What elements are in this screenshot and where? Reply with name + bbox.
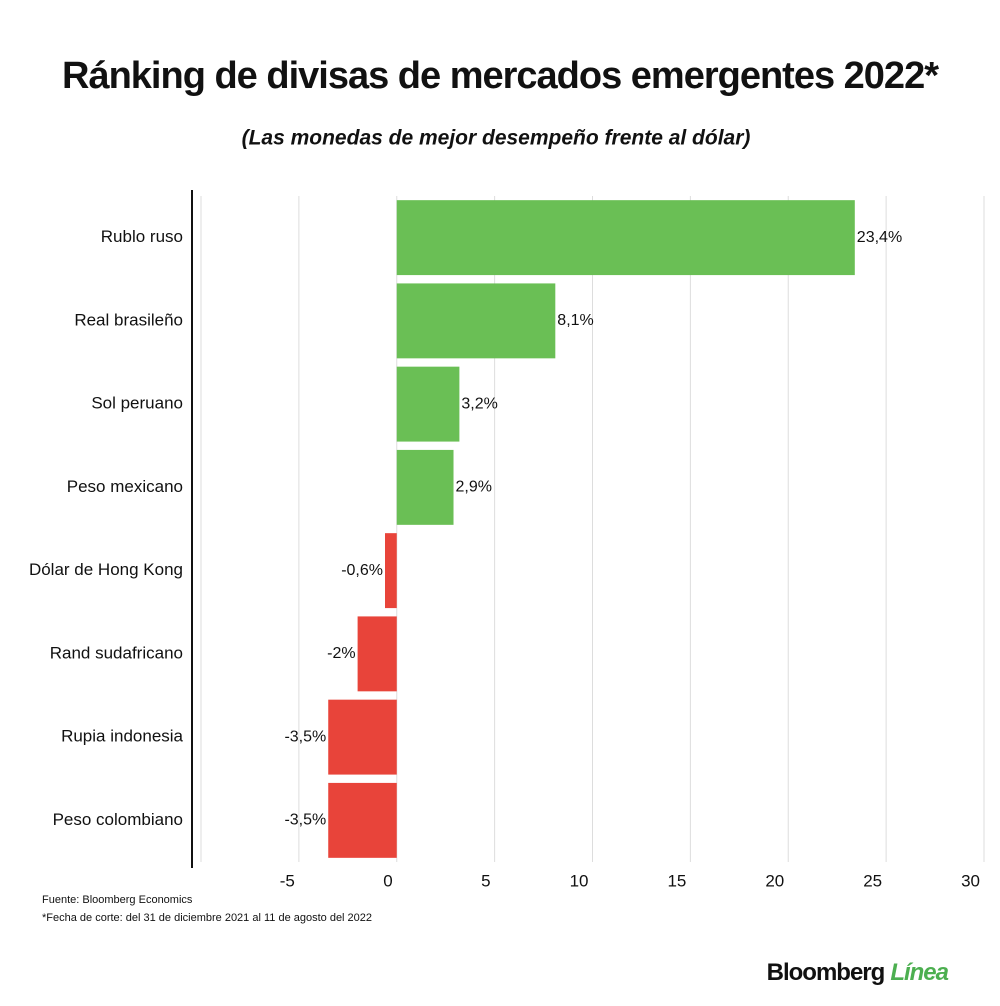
y-tick-label: Rand sudafricano	[50, 643, 183, 662]
bar	[396, 449, 454, 525]
bar	[396, 283, 556, 359]
data-label: -3,5%	[284, 812, 326, 829]
source: Fuente: Bloomberg Economics	[42, 894, 193, 906]
data-label: 23,4%	[857, 229, 902, 246]
note: *Fecha de corte: del 31 de diciembre 202…	[42, 912, 372, 924]
bar	[396, 200, 855, 276]
brand: Bloomberg	[767, 959, 885, 986]
bar	[328, 782, 397, 858]
x-tick-label: 5	[481, 871, 490, 890]
data-label: -3,5%	[284, 728, 326, 745]
x-tick-label: 20	[765, 871, 784, 890]
y-tick-label: Dólar de Hong Kong	[29, 560, 183, 579]
y-tick-label: Rupia indonesia	[61, 727, 183, 746]
y-tick-label: Real brasileño	[74, 310, 183, 329]
bar	[357, 616, 397, 692]
chart-subtitle: (Las monedas de mejor desempeño frente a…	[242, 127, 751, 150]
bar	[328, 699, 397, 775]
data-label: 2,9%	[456, 479, 492, 496]
y-tick-label: Peso colombiano	[53, 810, 183, 829]
data-label: 3,2%	[461, 395, 497, 412]
y-tick-label: Peso mexicano	[67, 477, 183, 496]
data-label: 8,1%	[557, 312, 593, 329]
brand-accent: Línea	[890, 959, 948, 986]
bar	[385, 533, 397, 609]
y-tick-label: Sol peruano	[91, 394, 183, 413]
x-tick-label: 30	[961, 871, 980, 890]
data-label: -0,6%	[341, 562, 383, 579]
x-tick-label: -5	[280, 871, 295, 890]
x-tick-label: 0	[383, 871, 392, 890]
brand-logo: Bloomberg Línea	[767, 959, 949, 986]
data-label: -2%	[327, 645, 355, 662]
chart-title: Ránking de divisas de mercados emergente…	[62, 55, 939, 97]
bar	[396, 366, 460, 442]
x-tick-label: 10	[570, 871, 589, 890]
y-tick-label: Rublo ruso	[101, 227, 183, 246]
x-tick-label: 15	[667, 871, 686, 890]
x-tick-label: 25	[863, 871, 882, 890]
